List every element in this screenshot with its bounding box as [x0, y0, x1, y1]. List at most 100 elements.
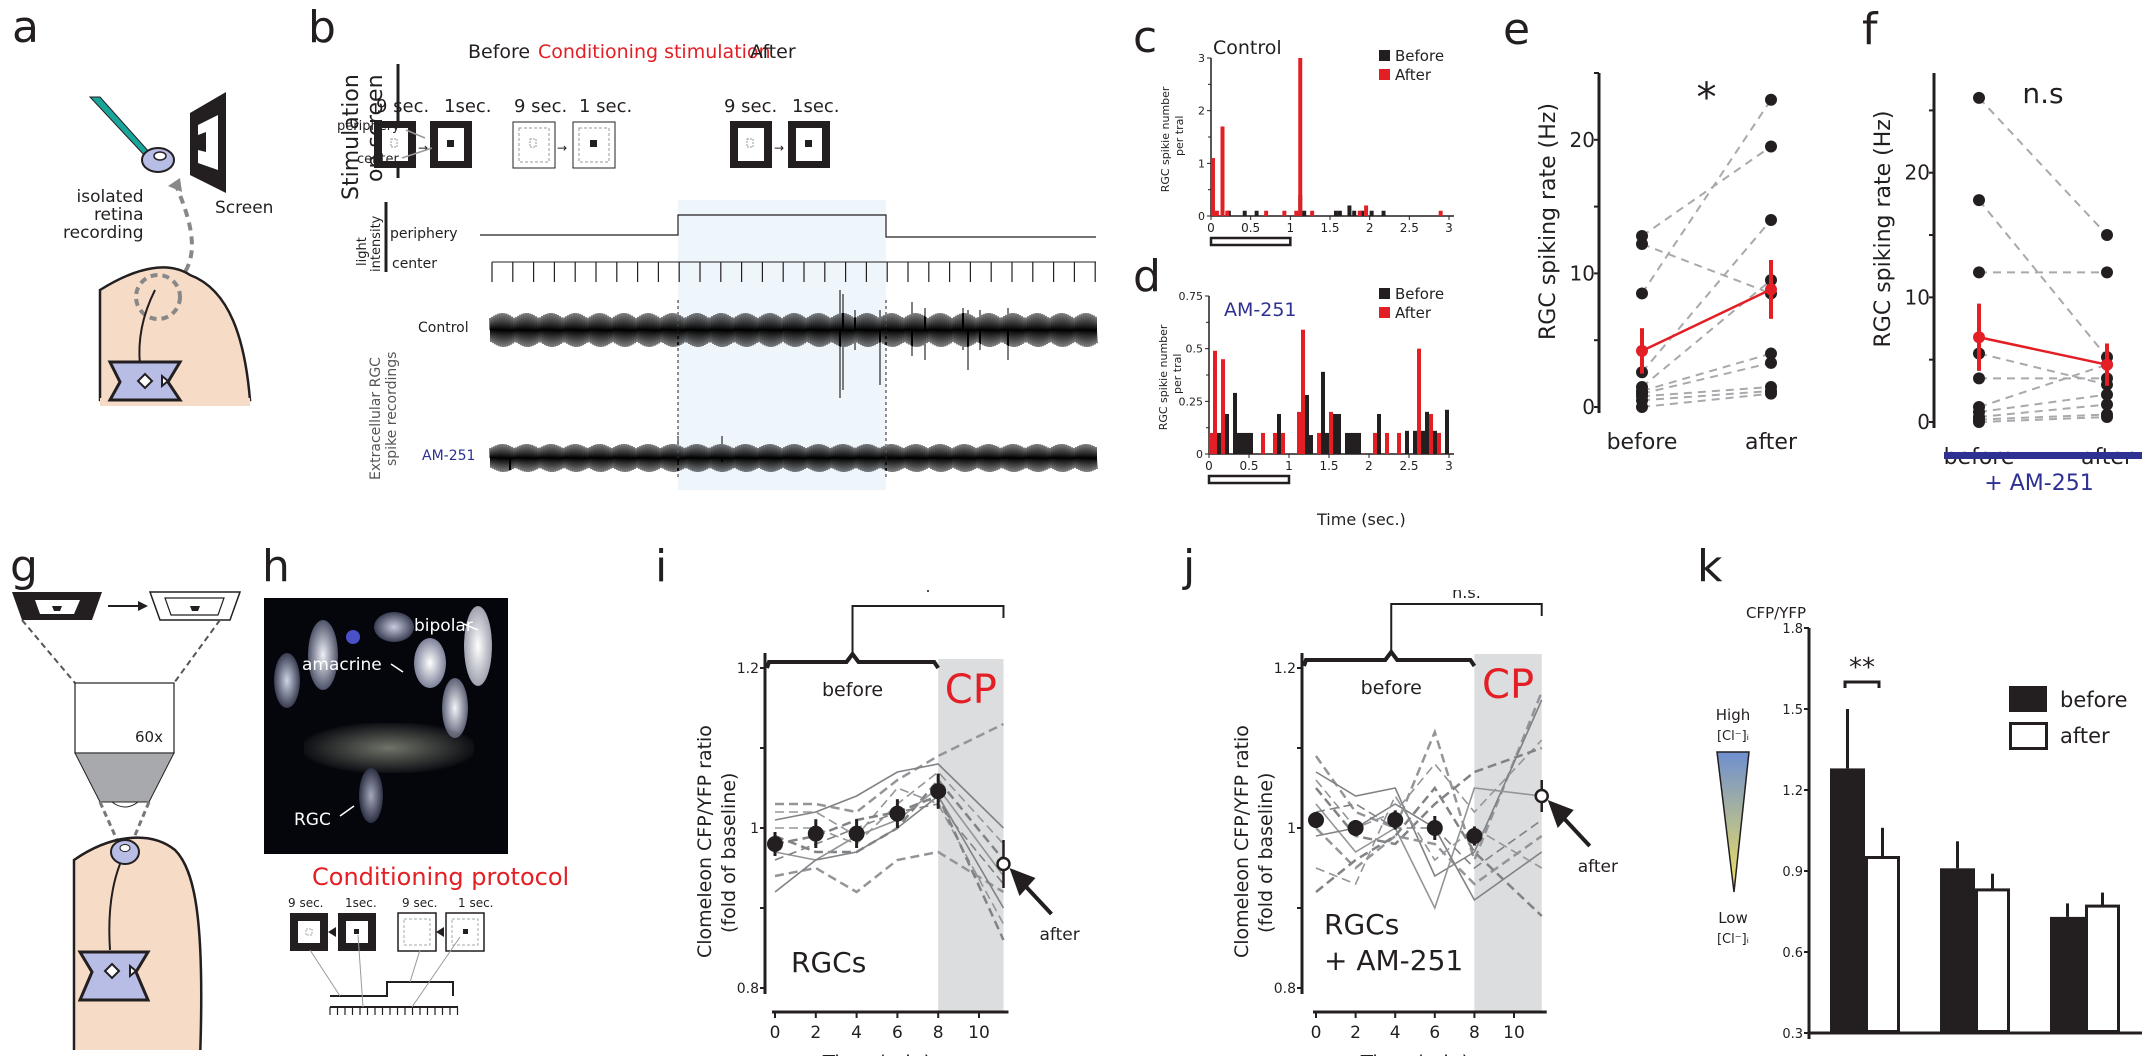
stimulus-bar	[1207, 474, 1291, 485]
legend-label-before: Before	[1395, 285, 1444, 303]
bar-after	[1373, 432, 1377, 454]
bar-after	[1397, 432, 1401, 454]
point-after	[1765, 140, 1777, 153]
phase-after: After	[750, 41, 796, 63]
center-spot	[590, 140, 597, 147]
y-axis-label: RGC spikie number	[1159, 86, 1172, 192]
bar-after	[1975, 888, 2010, 1033]
duration-label: 1sec.	[444, 96, 492, 117]
y-tick-label: 1.8	[1782, 622, 1803, 637]
trace-line	[774, 763, 1005, 829]
arrow-icon: →	[418, 141, 428, 155]
label-line: retina	[93, 205, 144, 225]
bar-after	[1298, 58, 1303, 216]
y-tick-label: 10	[1905, 285, 1930, 309]
center-intensity-ticks	[491, 261, 1096, 282]
x-tick-label: 3	[1445, 221, 1453, 235]
x-axis-label: Time (min)	[1360, 1051, 1470, 1056]
panel-letter-h: h	[262, 541, 290, 592]
mean-point	[848, 825, 865, 842]
x-tick-label: 8	[1469, 1023, 1480, 1043]
legend-label-before: before	[2060, 688, 2128, 712]
x-tick-label: 2.5	[1399, 459, 1418, 473]
after-arrow	[1022, 882, 1053, 916]
center-spot-dashed	[390, 138, 398, 148]
bar-before	[1302, 210, 1307, 216]
spike-trace	[489, 312, 1098, 348]
mean-point	[767, 836, 783, 852]
paired-line	[1641, 361, 1772, 395]
significance-label: n.s	[2022, 77, 2063, 110]
bar-before	[1345, 432, 1349, 454]
x-tick-label: 0	[1311, 1023, 1322, 1043]
point-before	[1973, 266, 1985, 279]
center-intensity-label: center	[392, 256, 437, 272]
y-axis-label: CFP/YFP	[1746, 604, 1806, 622]
bar-after	[1385, 432, 1389, 454]
trace-line	[774, 778, 1005, 861]
gradient-low-label: Low	[1718, 909, 1748, 927]
point-after	[1765, 387, 1777, 400]
y-axis-label: RGC spiking rate (Hz)	[1536, 103, 1561, 340]
x-tick-label: 6	[892, 1023, 903, 1043]
panel-b-svg: Stimulation on screen Before Conditionin…	[337, 41, 1098, 490]
y-tick-label: 0.8	[737, 981, 759, 997]
bar-before	[1333, 210, 1338, 216]
duration-label: 9 sec.	[376, 96, 429, 117]
paired-line	[1978, 363, 2108, 408]
point-after	[2101, 398, 2113, 411]
trace-line	[775, 722, 1005, 814]
duration-label: 9 sec.	[724, 96, 777, 117]
center-spot-dashed	[529, 138, 537, 148]
point-after	[2101, 266, 2113, 279]
bar-before	[1445, 409, 1449, 454]
x-tick-label: 0.5	[1241, 221, 1260, 235]
periphery-intensity-trace	[480, 214, 1096, 238]
label-rgc: RGC	[294, 810, 331, 830]
head-icon	[72, 836, 203, 1050]
panel-a-schematic	[88, 92, 252, 406]
panel-g-schematic: 60x	[12, 591, 242, 1050]
chart-j: CP 0.8 1 1.2 Clomeleon CFP/YFP ratio (fold of…	[1231, 590, 1618, 1056]
paired-line	[1641, 219, 1772, 373]
mean-after	[1765, 283, 1777, 296]
y-axis-label: RGC spikie number	[1157, 324, 1170, 430]
after-label: after	[1578, 857, 1618, 877]
significance-label: n.s.	[1452, 590, 1481, 602]
bar-before	[1353, 432, 1357, 454]
mean-after	[2101, 358, 2113, 371]
significance-label: *	[921, 590, 935, 607]
bar-before	[1425, 411, 1429, 454]
bar-before	[1405, 430, 1409, 454]
y-axis-label: per tral	[1171, 354, 1184, 394]
group-label: RGCs	[1324, 908, 1399, 941]
x-tick-label: 2	[1365, 459, 1373, 473]
legend-swatch-after	[1379, 69, 1390, 80]
stimulus-center	[738, 128, 764, 161]
bar-after	[1220, 126, 1225, 216]
after-arrow	[1560, 814, 1592, 848]
y-tick-label: 1.2	[737, 661, 759, 677]
bar-before	[1940, 868, 1975, 1033]
y-tick-label: 20	[1570, 128, 1595, 152]
mean-before	[1636, 344, 1648, 357]
trace-line	[1315, 827, 1543, 886]
legend-swatch-before	[1379, 50, 1390, 61]
legend-label-after: after	[2060, 724, 2110, 748]
bar-before	[1333, 413, 1337, 454]
trace-line	[1315, 699, 1543, 878]
y-tick-label: 0.8	[1274, 981, 1296, 997]
trace-line	[1315, 785, 1543, 917]
point-after	[2101, 388, 2113, 401]
y-tick-label: 20	[1905, 161, 1930, 185]
x-tick-label: 1	[1285, 459, 1293, 473]
bar-before	[1277, 413, 1281, 454]
gradient-high-sub: [Cl⁻]ᵢ	[1717, 729, 1749, 744]
legend-label-after: After	[1395, 66, 1432, 84]
trace-line	[775, 770, 1005, 845]
electrode-icon	[88, 96, 151, 158]
panel-letter-k: k	[1697, 541, 1723, 592]
bar-before	[1337, 413, 1341, 454]
chart-d: 0 0.25 0.5 0.75 0 0.5 1 1.5 2 2.5 3 RGC spikie numb…	[1157, 285, 1454, 485]
y-axis-label: (fold of baseline)	[718, 773, 740, 933]
